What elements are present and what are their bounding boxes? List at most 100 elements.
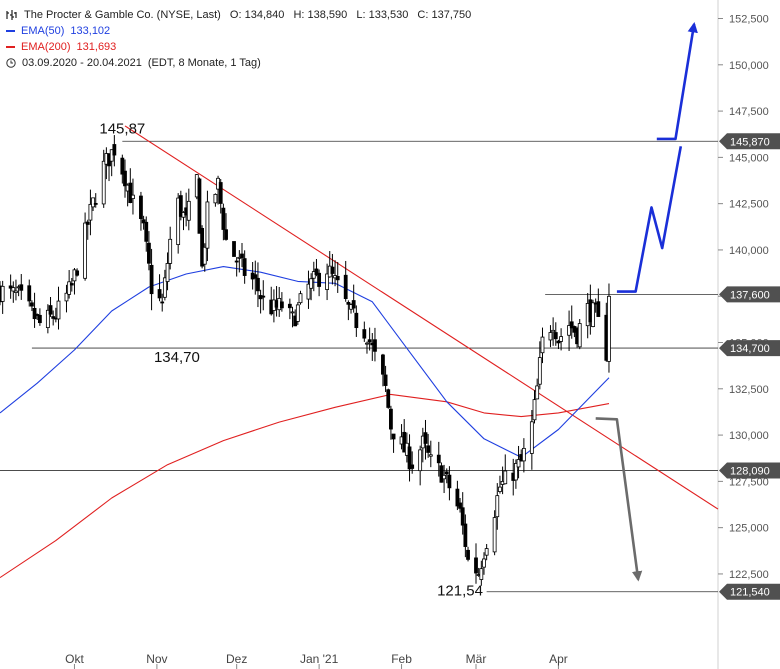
candle-body xyxy=(141,219,146,224)
candle-body xyxy=(365,342,369,345)
candle-body xyxy=(290,311,295,314)
candle-body xyxy=(569,321,574,329)
candle-body xyxy=(224,229,228,240)
candle-body xyxy=(93,202,98,205)
candle-body xyxy=(607,295,611,362)
candle-body xyxy=(85,221,90,225)
candle-body xyxy=(418,449,423,472)
y-tick-label: 150,000 xyxy=(729,60,769,72)
candle-body xyxy=(386,389,391,408)
candle-body xyxy=(56,300,61,320)
chart-legend: The Procter & Gamble Co. (NYSE, Last) O:… xyxy=(6,7,471,71)
candle-body xyxy=(218,182,223,204)
candle-body xyxy=(178,195,183,217)
candle-body xyxy=(426,445,431,453)
level-label: 121,540 xyxy=(730,587,770,599)
ema200-swatch xyxy=(6,46,15,48)
y-tick-label: 147,500 xyxy=(729,106,769,118)
candle-body xyxy=(503,470,508,485)
candle-body xyxy=(32,307,37,320)
candle-body xyxy=(91,197,95,208)
candle-body xyxy=(410,464,415,469)
candle-body xyxy=(484,548,489,556)
candle-body xyxy=(540,336,545,354)
x-tick-label: Dez xyxy=(226,652,247,666)
candle-body xyxy=(325,273,329,290)
candle-body xyxy=(83,222,87,279)
open-label: O: xyxy=(229,9,242,21)
level-label-box xyxy=(719,583,780,600)
level-label-box xyxy=(719,133,780,150)
candle-body xyxy=(428,454,433,457)
candle-body xyxy=(532,399,537,421)
candle-body xyxy=(402,431,407,453)
candle-body xyxy=(11,287,16,292)
candle-body xyxy=(295,304,300,322)
candle-body xyxy=(144,221,149,242)
ema50-value: 133,102 xyxy=(70,25,111,37)
price-annotation: 134,70 xyxy=(154,349,200,366)
y-tick-label: 122,500 xyxy=(729,569,769,581)
y-tick-label: 130,000 xyxy=(729,430,769,442)
price-annotation: 121,54 xyxy=(437,583,483,600)
candle-body xyxy=(27,285,32,302)
open-value: 134,840 xyxy=(244,9,285,21)
candle-body xyxy=(64,292,69,302)
ema50-swatch xyxy=(6,30,15,32)
level-label: 137,600 xyxy=(730,289,770,301)
candle-body xyxy=(168,238,173,264)
low-value: 133,530 xyxy=(368,9,409,21)
candle-body xyxy=(112,144,117,156)
candle-body xyxy=(596,301,601,317)
bull-projection-arrow xyxy=(656,22,698,141)
close-value: 137,750 xyxy=(431,9,472,21)
candle-body xyxy=(381,354,385,375)
candle-body xyxy=(37,314,42,324)
candle-body xyxy=(8,285,13,289)
candle-body xyxy=(69,283,74,286)
candle-body xyxy=(232,241,236,257)
y-tick-label: 140,000 xyxy=(729,245,769,257)
period-range: 03.09.2020 - 20.04.2021 xyxy=(22,57,142,69)
y-tick-label: 132,500 xyxy=(729,384,769,396)
candle-body xyxy=(298,293,303,304)
legend-ema50-row: EMA(50) 133,102 xyxy=(6,23,471,39)
candle-body xyxy=(492,517,497,553)
candle-body xyxy=(261,295,266,298)
candle-body xyxy=(436,454,441,464)
candle-body xyxy=(354,312,359,329)
level-label: 145,870 xyxy=(730,136,770,148)
candle-body xyxy=(160,301,165,304)
candle-body xyxy=(186,200,191,221)
candle-body xyxy=(147,242,151,264)
level-label-box xyxy=(719,462,780,479)
candle-body xyxy=(495,495,500,518)
candle-body xyxy=(559,336,564,342)
candle-body xyxy=(45,309,50,328)
candle-body xyxy=(157,289,162,299)
candle-body xyxy=(165,263,170,282)
candle-body xyxy=(577,323,582,348)
candle-body xyxy=(513,463,518,481)
ema50-line xyxy=(0,266,610,458)
candle-body xyxy=(482,558,486,568)
candle-body xyxy=(317,272,322,287)
candle-body xyxy=(314,268,319,275)
candle-body xyxy=(14,290,18,293)
bear-projection-arrow xyxy=(595,417,643,582)
candle-body xyxy=(139,195,143,220)
candle-body xyxy=(335,276,340,281)
candle-body xyxy=(556,340,561,344)
candle-body xyxy=(423,432,428,444)
low-label: L: xyxy=(356,9,366,21)
candle-body xyxy=(221,207,226,230)
level-label-box xyxy=(719,286,780,303)
candle-body xyxy=(242,258,247,276)
candle-body xyxy=(548,332,553,341)
y-tick-label: 127,500 xyxy=(729,476,769,488)
candle-body xyxy=(391,433,396,440)
high-label: H: xyxy=(293,9,305,21)
candle-body xyxy=(537,357,542,385)
level-label-box xyxy=(719,340,780,357)
